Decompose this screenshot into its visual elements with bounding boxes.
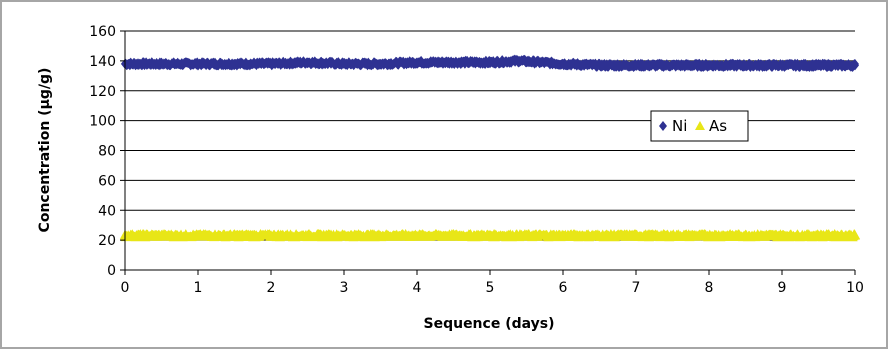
legend-label-as: As xyxy=(709,117,727,135)
as-point-20 xyxy=(850,230,860,240)
x-tick-label-0: 0 xyxy=(121,280,130,296)
x-tick-label-7: 7 xyxy=(632,280,641,296)
x-tick-label-2: 2 xyxy=(267,280,276,296)
ni-point-9 xyxy=(449,57,458,68)
series-as xyxy=(120,229,860,242)
x-axis-title: Sequence (days) xyxy=(424,316,555,332)
ni-point-10 xyxy=(486,57,494,68)
y-axis-title: Concentration (µg/g) xyxy=(37,68,53,233)
ni-point-12 xyxy=(537,57,546,68)
x-tick-label-9: 9 xyxy=(778,280,787,296)
as-point-15 xyxy=(667,230,678,240)
series-layer xyxy=(120,54,860,242)
as-point-1 xyxy=(156,230,167,240)
y-tick-label-6: 120 xyxy=(89,84,116,100)
as-point-9 xyxy=(448,230,459,240)
ni-point-18 xyxy=(741,60,750,71)
series-ni xyxy=(121,54,859,72)
as-point-12 xyxy=(558,230,568,240)
as-point-18 xyxy=(777,230,787,240)
as-point-2 xyxy=(193,230,203,240)
x-tick-label-1: 1 xyxy=(194,280,203,296)
as-point-14 xyxy=(631,230,641,240)
legend-marker-ni xyxy=(659,121,667,131)
ni-point-6 xyxy=(340,58,348,69)
x-tick-label-4: 4 xyxy=(413,280,422,296)
x-tick-label-8: 8 xyxy=(705,280,714,296)
ni-point-7 xyxy=(376,58,385,69)
as-point-6 xyxy=(339,230,349,240)
y-tick-label-1: 20 xyxy=(98,233,116,249)
ni-point-1 xyxy=(157,58,166,69)
ni-point-20 xyxy=(814,60,823,71)
legend-marker-as xyxy=(695,121,705,130)
legend-label-ni: Ni xyxy=(672,117,687,135)
ni-point-17 xyxy=(705,60,713,71)
legend: Ni As xyxy=(650,110,749,142)
as-point-10 xyxy=(485,230,495,240)
y-tick-label-8: 160 xyxy=(89,24,116,40)
y-tick-label-2: 40 xyxy=(98,203,116,219)
y-tick-label-5: 100 xyxy=(89,114,116,130)
as-point-3 xyxy=(229,230,240,240)
as-point-19 xyxy=(813,230,824,240)
x-tick-label-6: 6 xyxy=(559,280,568,296)
as-point-17 xyxy=(740,230,751,240)
ni-point-15 xyxy=(632,60,640,71)
y-tick-label-4: 80 xyxy=(98,144,116,160)
ni-point-19 xyxy=(778,60,786,71)
ni-point-5 xyxy=(303,57,312,68)
as-point-11 xyxy=(521,230,532,240)
ni-point-13 xyxy=(559,58,567,69)
ni-point-14 xyxy=(595,60,604,71)
y-tick-label-7: 140 xyxy=(89,54,116,70)
axes xyxy=(120,30,856,275)
ni-point-2 xyxy=(194,58,202,69)
as-point-5 xyxy=(302,230,313,240)
y-tick-label-3: 60 xyxy=(98,173,116,189)
ni-point-4 xyxy=(267,58,275,69)
as-point-13 xyxy=(594,230,605,240)
tick-labels: 0 20 40 60 80 100 120 140 160 0 1 2 3 4 5 6 7 8 9 10 xyxy=(89,24,864,296)
ni-point-8 xyxy=(413,57,421,68)
ni-point-11 xyxy=(515,55,524,66)
as-point-7 xyxy=(375,230,386,240)
ni-point-3 xyxy=(230,58,239,69)
x-tick-label-3: 3 xyxy=(340,280,349,296)
as-point-4 xyxy=(266,230,276,240)
y-tick-label-0: 0 xyxy=(107,263,116,279)
as-point-8 xyxy=(412,230,422,240)
x-tick-label-5: 5 xyxy=(486,280,495,296)
as-point-16 xyxy=(704,230,714,240)
ni-point-16 xyxy=(668,60,677,71)
ni-point-21 xyxy=(851,60,859,71)
x-tick-label-10: 10 xyxy=(846,280,864,296)
